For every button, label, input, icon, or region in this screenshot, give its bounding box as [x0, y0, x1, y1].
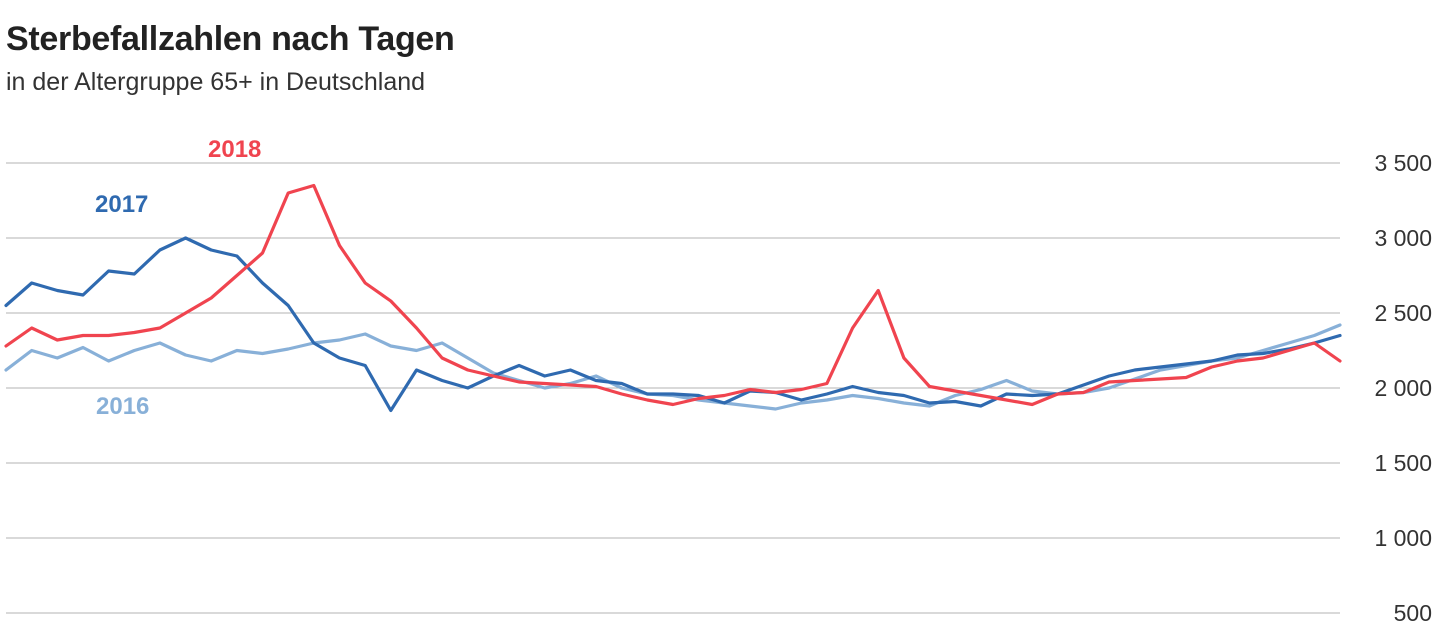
y-tick-label: 3 500 — [1374, 150, 1432, 176]
series-label-2017: 2017 — [95, 191, 148, 218]
y-tick-label: 500 — [1394, 600, 1432, 626]
y-tick-label: 1 500 — [1374, 450, 1432, 476]
series-line-2018 — [4, 183, 1342, 407]
chart-title: Sterbefallzahlen nach Tagen — [6, 20, 455, 58]
y-tick-label: 3 000 — [1374, 225, 1432, 251]
grid-layer: 3 500 3 000 2 500 2 000 1 500 1 000 500 — [6, 150, 1432, 626]
y-tick-label: 2 500 — [1374, 300, 1432, 326]
series-line-2016 — [4, 323, 1342, 411]
series-label-2018: 2018 — [208, 136, 261, 163]
series-line-2017 — [4, 236, 1342, 413]
series-label-layer: 2016 2017 2018 — [95, 136, 261, 420]
series-layer — [4, 183, 1342, 413]
series-label-2016: 2016 — [96, 393, 149, 420]
chart-subtitle: in der Altergruppe 65+ in Deutschland — [6, 68, 426, 96]
y-tick-label: 2 000 — [1374, 375, 1432, 401]
y-tick-label: 1 000 — [1374, 525, 1432, 551]
